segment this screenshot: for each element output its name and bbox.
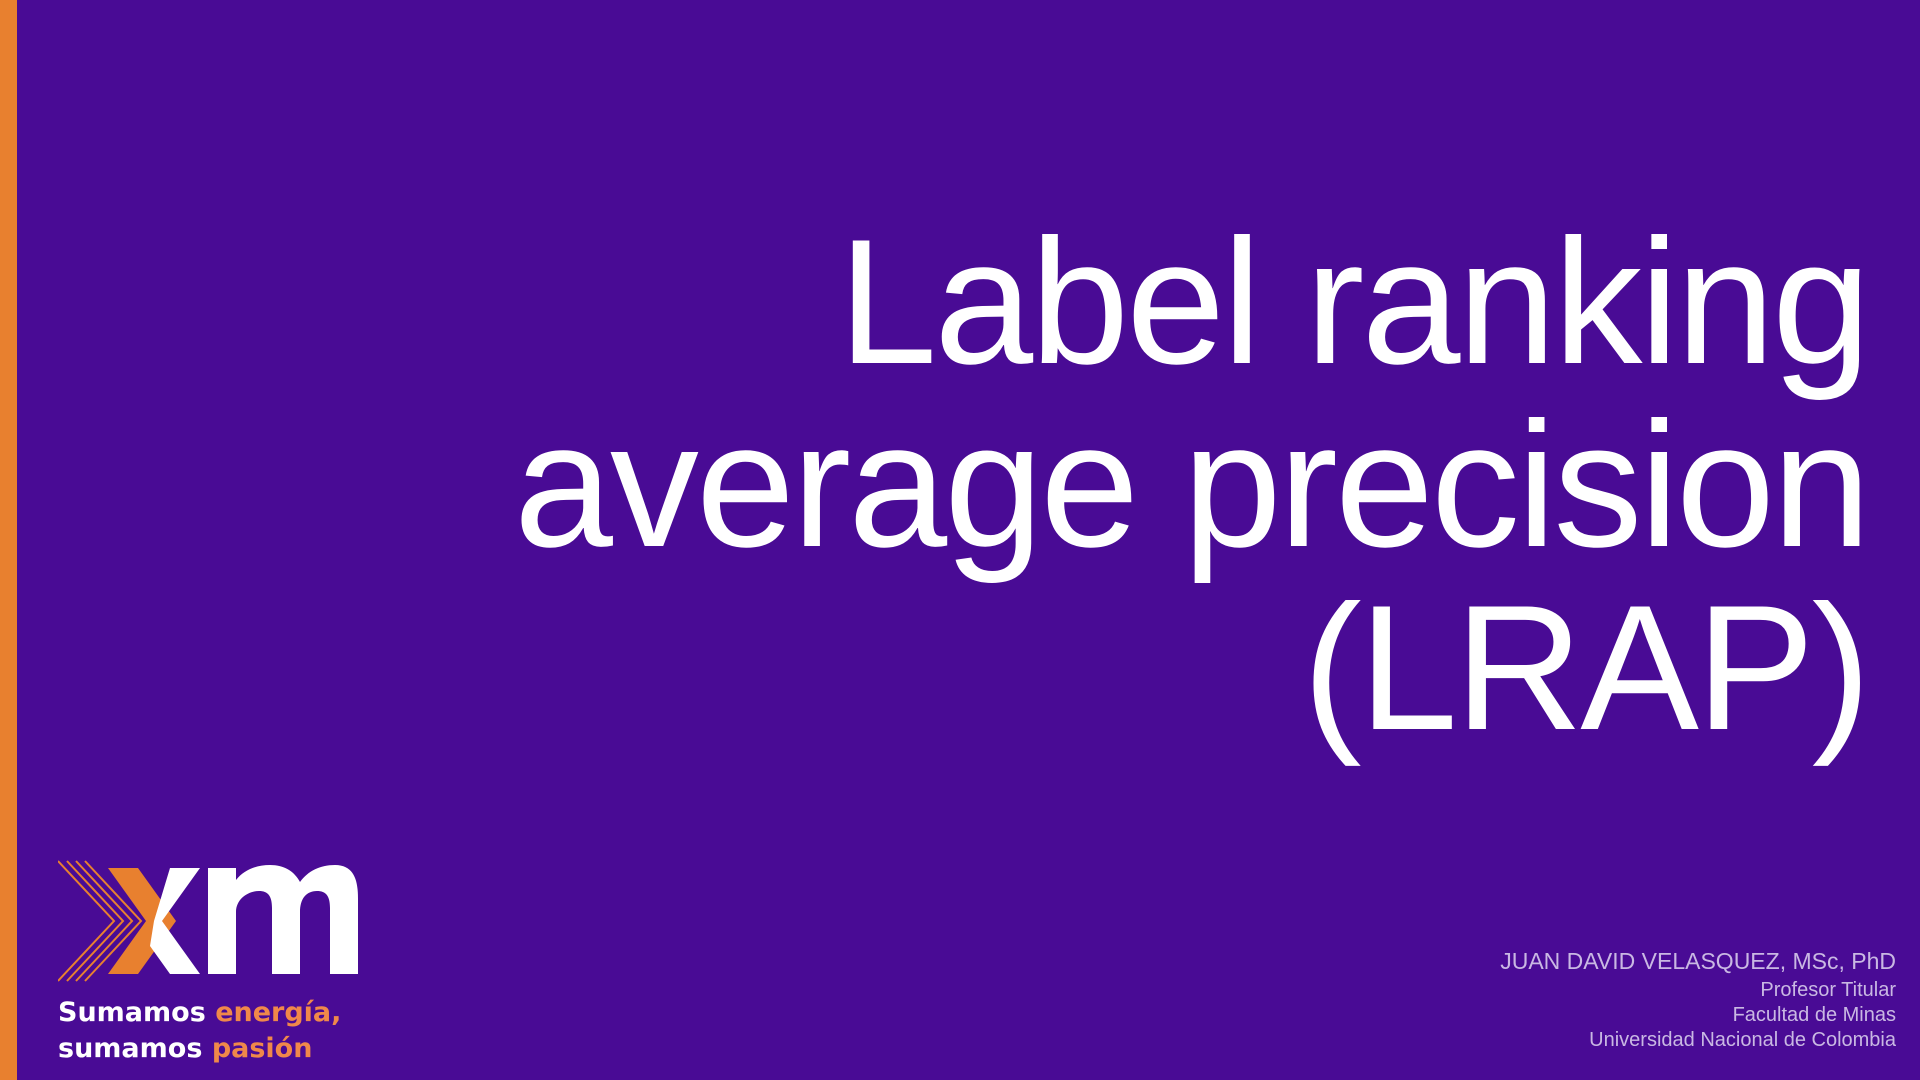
author-credits: JUAN DAVID VELASQUEZ, MSc, PhD Profesor … bbox=[1500, 944, 1896, 1053]
title-line-1: Label ranking bbox=[838, 202, 1871, 401]
tagline-word-energia: energía, bbox=[215, 997, 342, 1028]
slide-title: Label ranking average precision (LRAP) bbox=[513, 202, 1871, 767]
tagline-word-sumamos: Sumamos bbox=[58, 997, 216, 1028]
logo-tagline: Sumamos energía, sumamos pasión bbox=[58, 995, 341, 1067]
author-university: Universidad Nacional de Colombia bbox=[1589, 1029, 1896, 1051]
tagline-line-2: sumamos pasión bbox=[58, 1031, 341, 1067]
title-line-3: (LRAP) bbox=[1302, 568, 1871, 767]
xm-logo-icon bbox=[58, 860, 358, 982]
tagline-word-sumamos-2: sumamos bbox=[58, 1033, 212, 1064]
author-position: Profesor Titular bbox=[1760, 979, 1896, 1001]
author-name: JUAN DAVID VELASQUEZ, MSc, PhD bbox=[1500, 948, 1896, 974]
accent-bar bbox=[0, 0, 17, 1080]
title-line-2: average precision bbox=[513, 385, 1871, 584]
author-faculty: Facultad de Minas bbox=[1732, 1004, 1896, 1026]
tagline-line-1: Sumamos energía, bbox=[58, 995, 341, 1031]
tagline-word-pasion: pasión bbox=[211, 1033, 313, 1064]
xm-logo bbox=[58, 856, 378, 986]
